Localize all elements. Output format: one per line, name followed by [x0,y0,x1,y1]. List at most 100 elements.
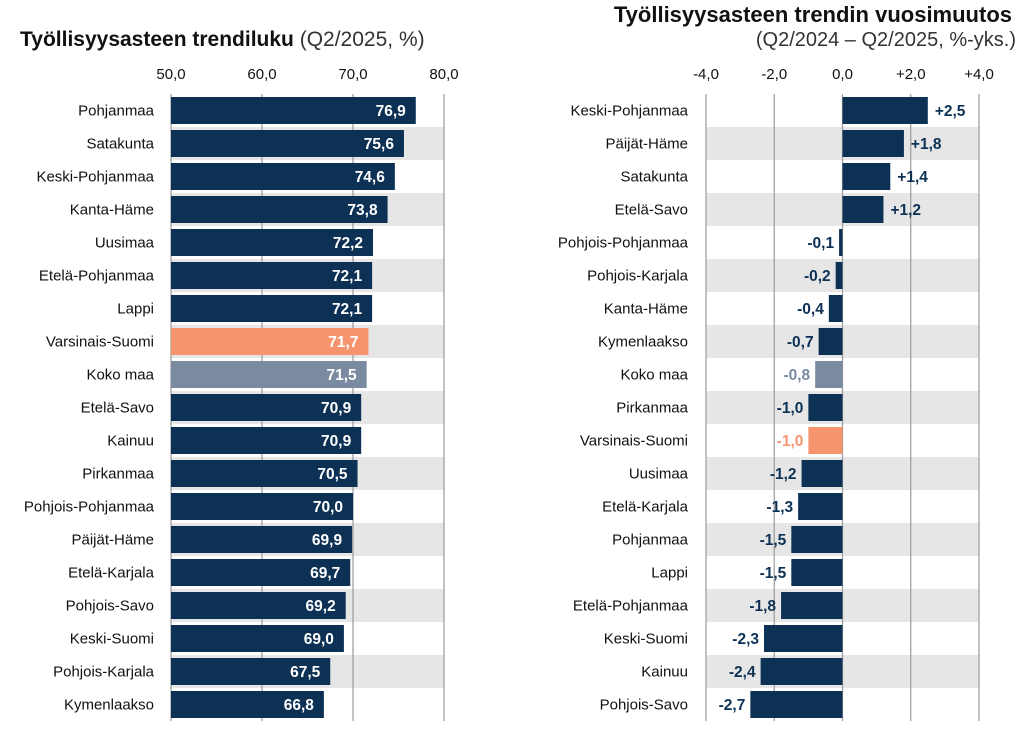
left-labels: Pohjanmaa 76,9 Satakunta 75,6 Keski-Pohjanma… [24,103,406,715]
right-value-label: -0,2 [804,268,831,285]
right-bar [818,328,843,355]
left-x-tick-label: 80,0 [429,66,458,83]
left-value-label: 76,9 [376,103,407,120]
right-chart-title: Työllisyysasteen trendin vuosimuutos [613,2,1012,27]
right-bar [808,394,843,421]
left-value-label: 74,6 [355,169,386,186]
left-value-label: 69,2 [306,598,336,615]
right-value-label: -0,7 [787,334,814,351]
left-value-label: 69,0 [304,631,334,648]
left-bar [171,130,404,157]
right-value-label: -2,4 [729,664,756,681]
left-bar [171,592,346,619]
left-value-label: 67,5 [290,664,321,681]
left-category-label: Pohjois-Pohjanmaa [24,499,155,516]
right-bar [791,559,843,586]
left-category-label: Kymenlaakso [64,697,154,714]
right-bar [815,361,843,388]
right-value-label: -1,2 [770,466,797,483]
left-category-label: Pirkanmaa [82,466,154,483]
left-bar [171,460,358,487]
left-bars [171,97,416,718]
right-x-tick-label: +4,0 [964,66,994,83]
left-title-main: Työllisyysasteen trendiluku [20,28,294,51]
right-chart-subtitle: (Q2/2024 – Q2/2025, %-yks.) [755,29,1016,51]
left-bar [171,691,324,718]
left-category-label: Etelä-Karjala [68,565,155,582]
right-value-label: -2,7 [719,697,746,714]
right-bar [791,526,843,553]
left-bar [171,559,351,586]
right-value-label: +1,8 [911,136,942,153]
left-category-label: Etelä-Pohjanmaa [39,268,155,285]
left-value-label: 70,9 [321,400,352,417]
right-bar [839,229,843,256]
left-bar [171,163,395,190]
right-x-tick-label: -2,0 [761,66,787,83]
right-category-label: Uusimaa [629,466,689,483]
right-category-label: Etelä-Karjala [602,499,689,516]
right-category-label: Kymenlaakso [598,334,688,351]
right-bar [842,97,928,124]
left-bar [171,427,362,454]
left-chart-title: Työllisyysasteen trendiluku (Q2/2025, %) [20,28,425,52]
right-value-label: -1,0 [777,433,804,450]
left-value-label: 69,9 [312,532,343,549]
left-bar [171,493,353,520]
left-category-label: Keski-Suomi [70,631,154,648]
left-title-sub: (Q2/2025, %) [299,28,425,51]
left-bar [171,658,331,685]
left-bar [171,361,367,388]
left-bar [171,196,388,223]
right-bar [842,130,904,157]
right-category-label: Varsinais-Suomi [580,433,688,450]
right-labels: Keski-Pohjanmaa +2,5 Päijät-Häme +1,8 Sataku… [558,103,966,715]
right-category-label: Keski-Suomi [604,631,688,648]
left-bar [171,394,362,421]
right-value-label: -0,1 [807,235,834,252]
right-value-label: -0,8 [783,367,810,384]
right-category-label: Lappi [651,565,688,582]
right-value-label: -2,3 [732,631,759,648]
left-value-label: 66,8 [284,697,315,714]
right-value-label: -1,5 [760,532,787,549]
right-x-tick-label: -4,0 [693,66,719,83]
right-x-tick-label: +2,0 [896,66,926,83]
right-value-label: -0,4 [797,301,824,318]
right-category-label: Etelä-Pohjanmaa [573,598,689,615]
left-bar [171,97,416,124]
left-category-label: Koko maa [86,367,154,384]
right-bar [750,691,843,718]
left-value-label: 75,6 [364,136,395,153]
right-category-label: Pirkanmaa [616,400,688,417]
left-bar [171,526,353,553]
left-value-label: 71,7 [328,334,358,351]
left-category-label: Uusimaa [95,235,155,252]
right-category-label: Kainuu [641,664,688,681]
left-category-label: Päijät-Häme [71,532,154,549]
right-category-label: Kanta-Häme [604,301,688,318]
right-bar [760,658,843,685]
left-bar [171,328,369,355]
left-value-label: 72,2 [333,235,363,252]
right-bar [798,493,843,520]
right-category-label: Satakunta [620,169,688,186]
left-x-tick-label: 60,0 [247,66,276,83]
right-bar [781,592,843,619]
left-x-tick-label: 50,0 [156,66,185,83]
right-bar [828,295,843,322]
left-value-label: 70,5 [317,466,348,483]
left-category-label: Pohjanmaa [78,103,155,120]
left-value-label: 70,9 [321,433,352,450]
left-value-label: 72,1 [332,301,363,318]
right-bar [764,625,843,652]
left-bar [171,262,373,289]
left-category-label: Lappi [117,301,154,318]
right-bars [750,97,928,718]
right-bar [808,427,843,454]
right-bar [801,460,843,487]
right-category-label: Päijät-Häme [605,136,688,153]
right-value-label: -1,8 [749,598,776,615]
left-x-tick-label: 70,0 [338,66,367,83]
left-category-label: Pohjois-Savo [66,598,154,615]
